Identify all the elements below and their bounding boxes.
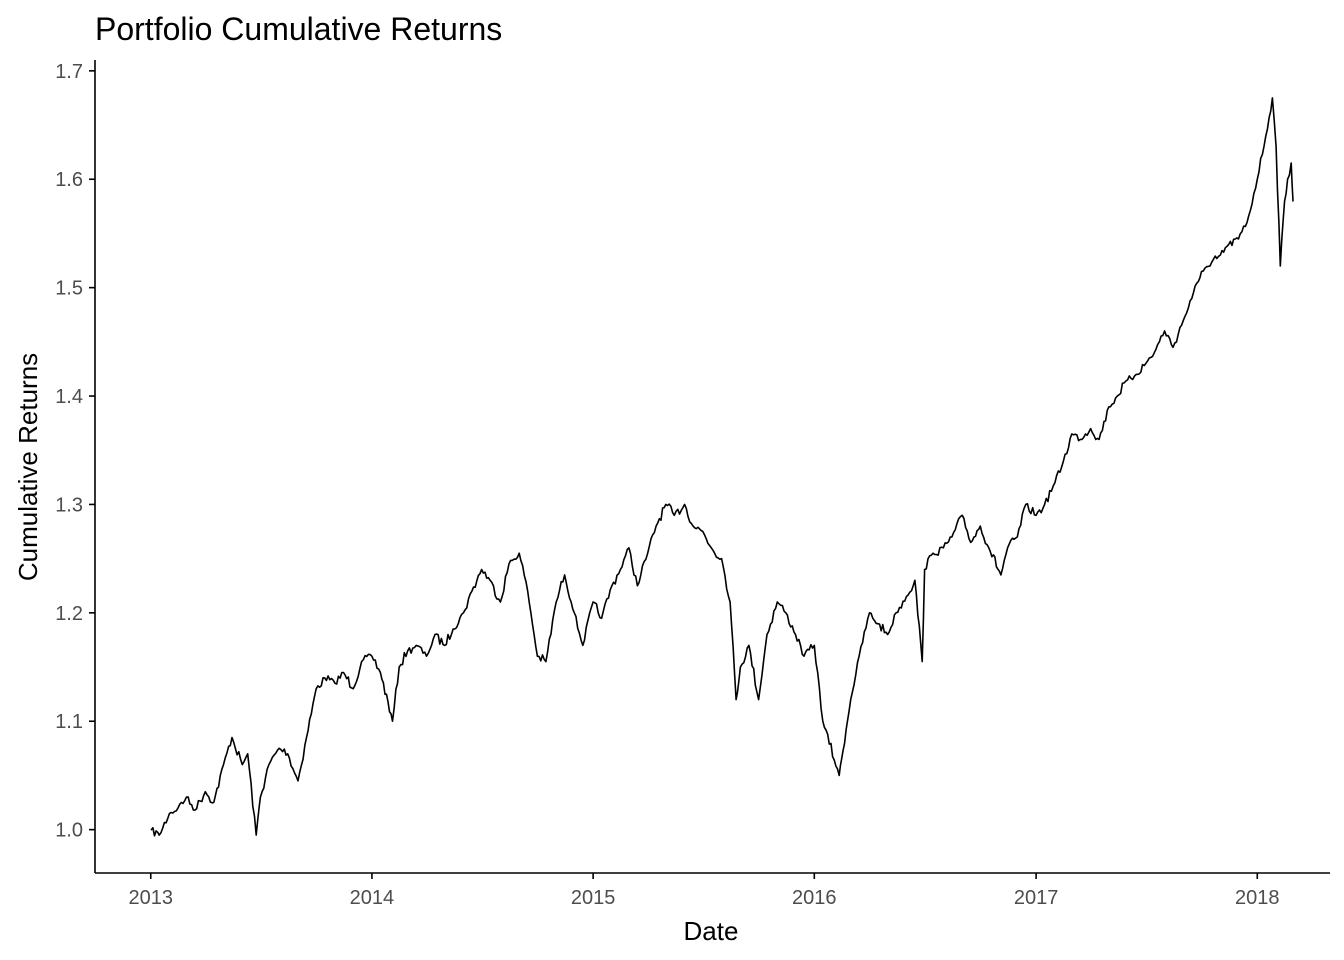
series-line (150, 97, 1294, 837)
y-tick-label: 1.0 (55, 820, 83, 842)
y-tick-label: 1.5 (55, 278, 83, 300)
axes: 1.0 1.1 1.2 1.3 1.4 1.5 1.6 1.7 2013 2014 2015 2016… (55, 60, 1330, 909)
x-tick-label: 2016 (792, 887, 837, 909)
series-layer (150, 97, 1294, 837)
y-tick-label: 1.3 (55, 494, 83, 516)
y-tick-label: 1.6 (55, 169, 83, 191)
y-axis-label: Cumulative Returns (13, 353, 43, 581)
chart-title: Portfolio Cumulative Returns (95, 11, 502, 47)
y-tick-label: 1.1 (55, 711, 83, 733)
x-axis-label: Date (684, 916, 739, 946)
x-tick-label: 2013 (129, 887, 174, 909)
x-tick-label: 2018 (1235, 887, 1280, 909)
x-tick-label: 2014 (350, 887, 395, 909)
x-tick-label: 2017 (1014, 887, 1059, 909)
x-tick-label: 2015 (571, 887, 616, 909)
y-tick-label: 1.2 (55, 603, 83, 625)
y-tick-label: 1.7 (55, 61, 83, 83)
y-tick-label: 1.4 (55, 386, 83, 408)
